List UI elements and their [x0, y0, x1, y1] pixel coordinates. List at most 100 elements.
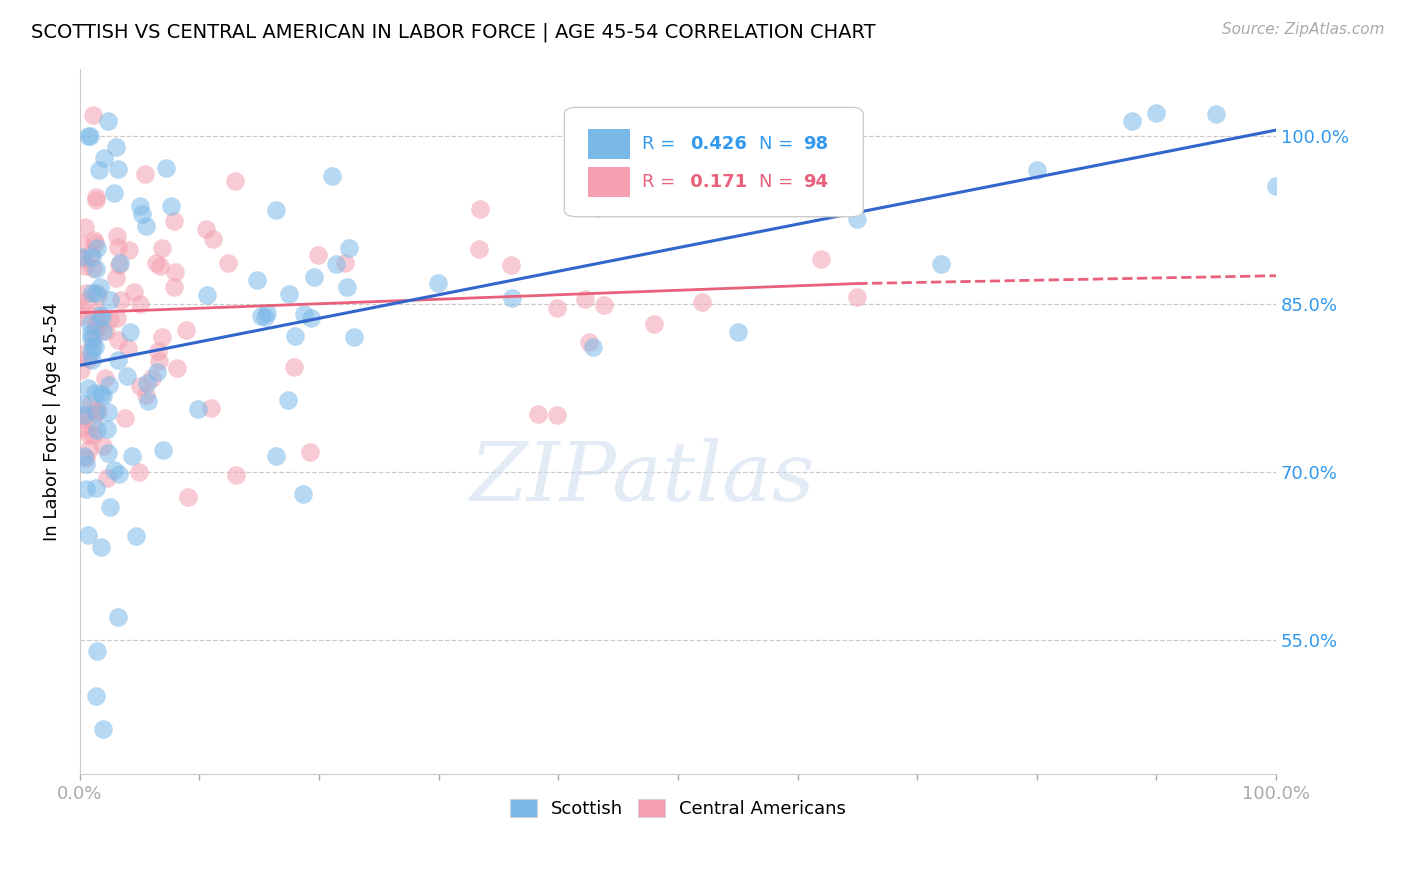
Point [145, 256, 167, 270]
Point [84, 189, 107, 203]
Point [135, 376, 157, 390]
Point [217, 256, 239, 270]
Point [110, 293, 132, 307]
Point [291, 487, 314, 501]
Point [84, 194, 107, 208]
Point [96, 471, 118, 485]
Point [75, 285, 97, 300]
Point [86, 305, 108, 319]
Point [89, 280, 111, 294]
Point [75, 457, 97, 471]
Point [83, 319, 105, 334]
Point [690, 295, 713, 310]
Point [163, 280, 186, 294]
Point [325, 257, 347, 271]
Point [108, 256, 131, 270]
Point [155, 161, 177, 176]
Point [107, 310, 129, 325]
Point [468, 242, 491, 256]
Point [108, 467, 131, 481]
Point [195, 287, 218, 301]
Point [337, 241, 360, 255]
Point [107, 162, 129, 177]
Point [82, 414, 104, 428]
Point [1121, 114, 1143, 128]
Point [150, 329, 173, 343]
Point [129, 379, 152, 393]
Point [83, 236, 105, 251]
Point [121, 449, 143, 463]
Point [79, 398, 101, 412]
Point [468, 202, 491, 216]
Text: N =: N = [759, 135, 793, 153]
Point [107, 610, 129, 624]
Point [131, 206, 153, 220]
Point [250, 310, 273, 324]
Point [266, 450, 288, 464]
Point [135, 388, 157, 402]
Point [90, 310, 112, 325]
Point [146, 365, 169, 379]
Point [86, 314, 108, 328]
Point [72, 412, 94, 426]
Point [501, 291, 523, 305]
Point [75, 293, 97, 308]
Point [114, 410, 136, 425]
Text: ZIPatlas: ZIPatlas [470, 438, 815, 517]
Point [129, 199, 152, 213]
Text: Source: ZipAtlas.com: Source: ZipAtlas.com [1222, 22, 1385, 37]
Point [141, 370, 163, 384]
Point [70, 309, 93, 323]
Point [246, 272, 269, 286]
Point [87, 403, 110, 417]
Y-axis label: In Labor Force | Age 45-54: In Labor Force | Age 45-54 [44, 302, 60, 541]
Point [104, 270, 127, 285]
Point [80, 345, 103, 359]
Text: 0.171: 0.171 [683, 173, 747, 191]
Point [98, 293, 121, 308]
Point [283, 359, 305, 374]
Point [76, 128, 98, 143]
Point [501, 258, 523, 272]
Point [1025, 163, 1047, 178]
Point [83, 340, 105, 354]
Point [76, 450, 98, 465]
Point [84, 406, 107, 420]
Text: 0.426: 0.426 [690, 135, 747, 153]
Point [90, 540, 112, 554]
Point [187, 402, 209, 417]
Point [115, 368, 138, 383]
Point [125, 529, 148, 543]
Point [72, 397, 94, 411]
Point [103, 463, 125, 477]
Point [593, 298, 616, 312]
Point [166, 361, 188, 376]
Point [256, 306, 278, 320]
Point [1205, 106, 1227, 120]
Point [578, 335, 600, 350]
Point [77, 442, 100, 457]
Point [163, 214, 186, 228]
Point [202, 232, 225, 246]
Point [1265, 179, 1288, 194]
Text: 98: 98 [803, 135, 828, 153]
Point [73, 346, 96, 360]
Point [75, 483, 97, 497]
Point [427, 276, 450, 290]
Point [86, 481, 108, 495]
Text: R =: R = [643, 173, 675, 191]
Point [86, 262, 108, 277]
Point [150, 242, 173, 256]
Point [86, 689, 108, 703]
Point [98, 500, 121, 514]
Point [307, 248, 329, 262]
Point [177, 490, 200, 504]
Point [176, 323, 198, 337]
Point [284, 329, 307, 343]
Point [80, 246, 103, 260]
Point [77, 351, 100, 366]
Point [91, 723, 114, 737]
Legend: Scottish, Central Americans: Scottish, Central Americans [502, 791, 853, 825]
Point [343, 329, 366, 343]
Point [70, 237, 93, 252]
